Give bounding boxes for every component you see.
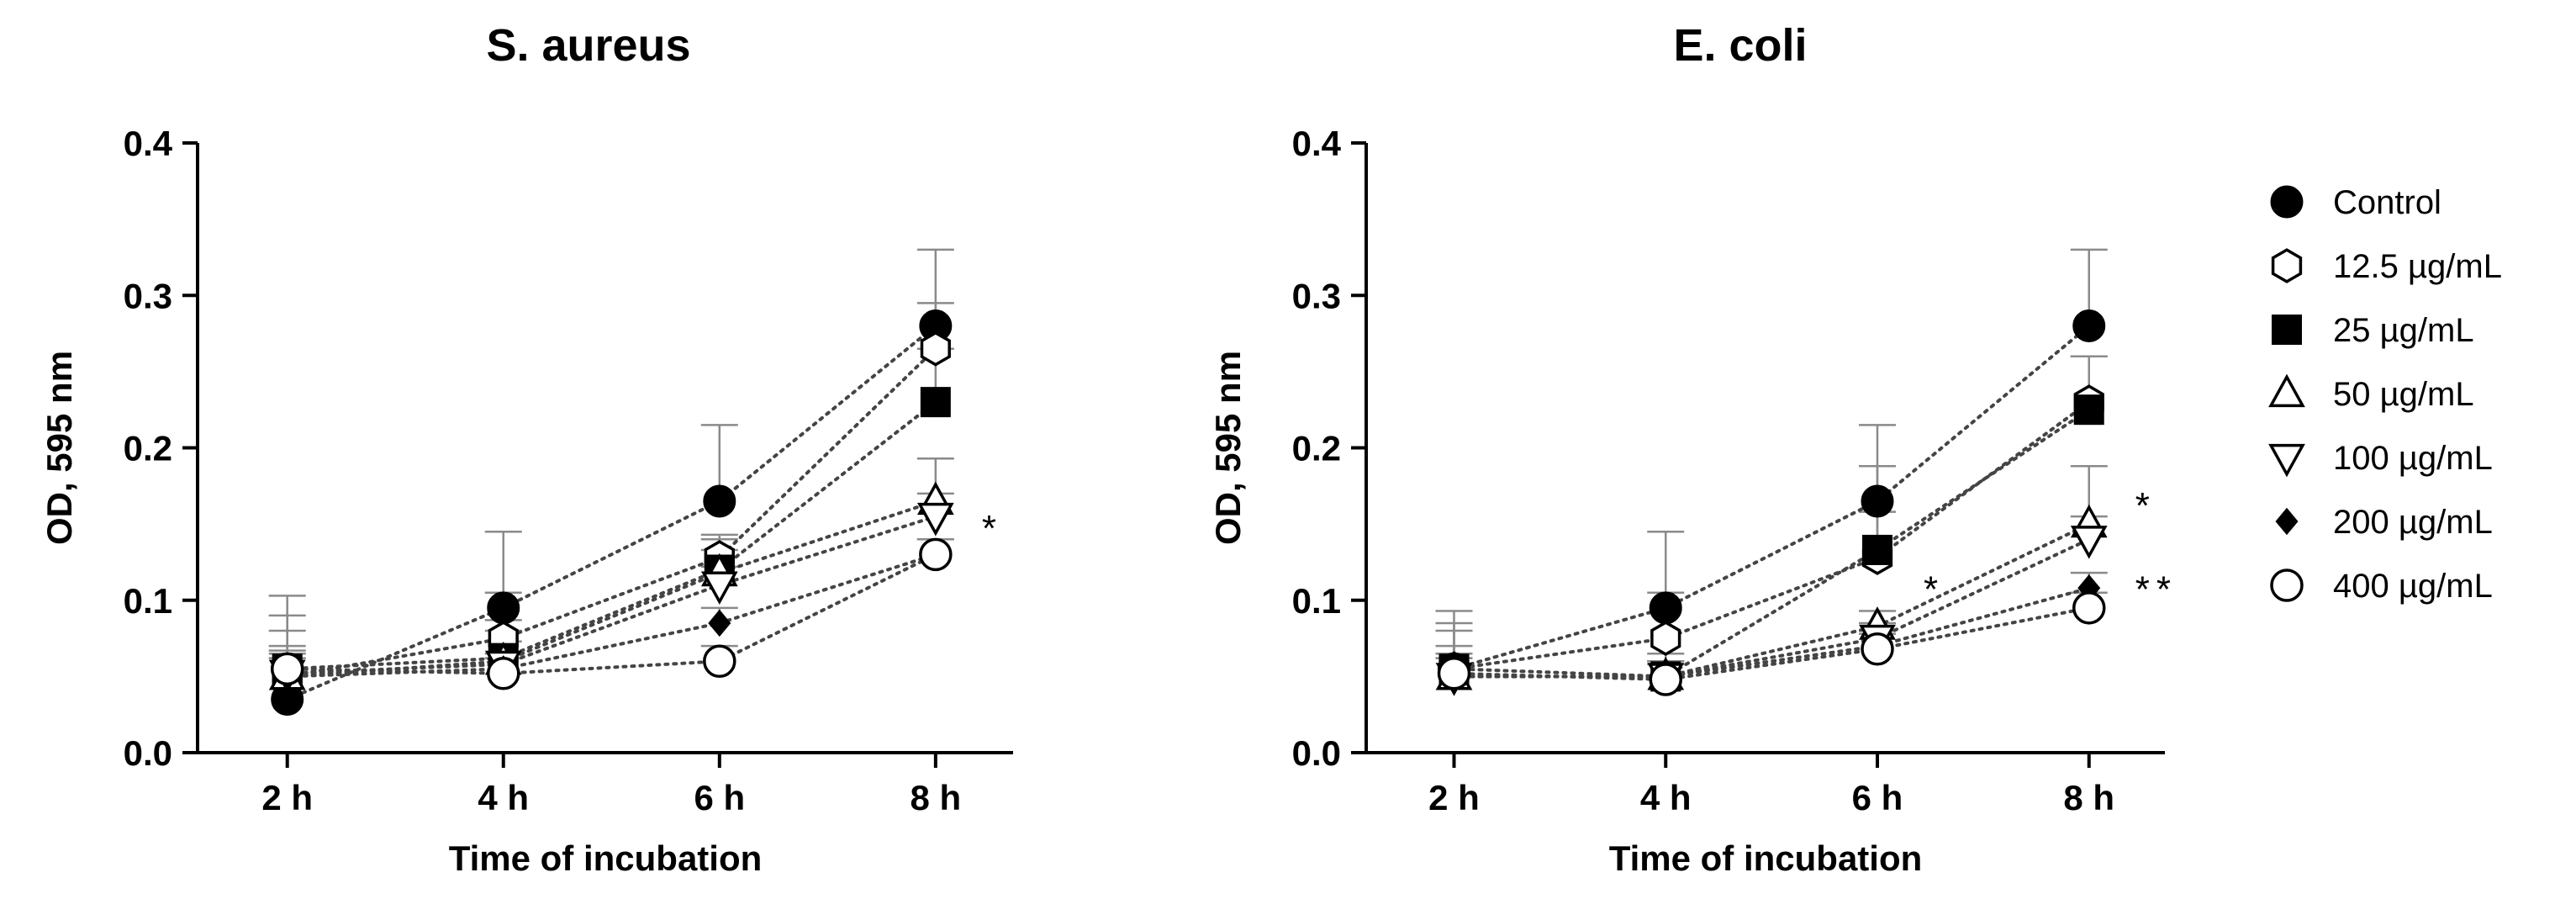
legend-label-12-5-ug-ml: 12.5 µg/mL	[2333, 248, 2502, 285]
y-tick-label: 0.3	[124, 276, 172, 315]
significance-marker: *	[1924, 569, 1938, 611]
point-100-ug-ml	[916, 502, 954, 537]
x-axis-label: Time of incubation	[1609, 838, 1923, 878]
y-tick-label: 0.0	[1292, 733, 1341, 773]
series-line-100-ug-ml	[1452, 537, 2091, 679]
legend-marker-100-ug-ml	[2268, 443, 2305, 478]
point-12-5-ug-ml	[1650, 621, 1681, 657]
x-tick-label: 4 h	[478, 778, 529, 817]
chart-title: E. coli	[1673, 20, 1807, 71]
legend-marker-50-ug-ml	[2268, 373, 2305, 408]
series-line-25-ug-ml	[285, 400, 937, 671]
legend-label-400-ug-ml: 400 µg/mL	[2333, 568, 2493, 605]
x-tick-label: 6 h	[1852, 778, 1903, 817]
point-control	[703, 484, 736, 518]
significance-marker: *	[982, 508, 996, 549]
series-line-400-ug-ml	[285, 553, 937, 675]
point-25-ug-ml	[2073, 394, 2104, 426]
legend-marker-400-ug-ml	[2270, 568, 2304, 602]
series-line-50-ug-ml	[1452, 522, 2091, 679]
series-line-200-ug-ml	[1452, 586, 2091, 679]
x-axis-label: Time of incubation	[449, 838, 763, 878]
legend-label-200-ug-ml: 200 µg/mL	[2333, 504, 2493, 541]
y-tick-label: 0.0	[124, 733, 172, 773]
chart-e-coli: E. coli 0.0 0.1 0.2 0.3 0.4 2 h 4 h 6 h 8 h Time o…	[1208, 20, 2177, 878]
y-tick-label: 0.4	[124, 124, 173, 163]
legend-marker-25-ug-ml	[2272, 315, 2302, 345]
point-25-ug-ml	[920, 387, 951, 418]
x-tick-label: 2 h	[1428, 778, 1480, 817]
point-400-ug-ml	[1437, 657, 1471, 690]
chart-title: S. aureus	[486, 20, 690, 71]
series-line-50-ug-ml	[285, 499, 937, 679]
series-line-25-ug-ml	[1452, 408, 2091, 679]
legend-marker-12-5-ug-ml	[2271, 248, 2303, 283]
point-400-ug-ml	[2072, 591, 2106, 625]
series-line-12-5-ug-ml	[285, 346, 937, 679]
y-tick-label: 0.2	[1292, 429, 1341, 468]
point-control	[1649, 591, 1682, 625]
point-control	[1861, 484, 1894, 518]
x-tick-label: 4 h	[1640, 778, 1692, 817]
point-400-ug-ml	[270, 652, 304, 686]
series-line-400-ug-ml	[1452, 606, 2091, 682]
point-100-ug-ml	[2070, 526, 2108, 559]
y-axis-label: OD, 595 nm	[1208, 351, 1248, 545]
legend-label-25-ug-ml: 25 µg/mL	[2333, 312, 2474, 349]
point-25-ug-ml	[1862, 534, 1892, 565]
point-400-ug-ml	[1861, 632, 1894, 666]
series-line-100-ug-ml	[285, 515, 937, 675]
significance-marker: *	[2135, 485, 2150, 526]
legend-marker-200-ug-ml	[2275, 507, 2299, 536]
point-control	[2072, 309, 2106, 342]
series-line-control	[1452, 324, 2091, 671]
x-tick-label: 8 h	[2063, 778, 2114, 817]
x-tick-label: 6 h	[694, 778, 745, 817]
y-tick-label: 0.4	[1292, 124, 1342, 163]
point-200-ug-ml	[708, 609, 731, 637]
legend-label-50-ug-ml: 50 µg/mL	[2333, 376, 2474, 413]
y-tick-label: 0.1	[124, 581, 172, 621]
point-12-5-ug-ml	[920, 331, 951, 367]
chart-s-aureus: S. aureus 0.0 0.1 0.2 0.3 0.4 2 h 4 h 6 h 8 h Time…	[40, 20, 1013, 878]
legend-label-100-ug-ml: 100 µg/mL	[2333, 440, 2493, 477]
point-400-ug-ml	[487, 657, 520, 690]
point-400-ug-ml	[919, 537, 953, 572]
point-400-ug-ml	[1649, 663, 1682, 696]
legend-marker-control	[2270, 185, 2304, 219]
y-tick-label: 0.2	[124, 429, 172, 468]
series-line-200-ug-ml	[285, 553, 937, 679]
point-400-ug-ml	[703, 644, 736, 678]
y-axis-label: OD, 595 nm	[40, 351, 79, 545]
series-line-12-5-ug-ml	[1452, 400, 2091, 671]
y-tick-label: 0.1	[1292, 581, 1341, 621]
point-100-ug-ml	[700, 571, 738, 606]
series-line-control	[285, 324, 937, 701]
legend-label-control: Control	[2333, 184, 2441, 221]
x-tick-label: 8 h	[911, 778, 962, 817]
x-tick-label: 2 h	[261, 778, 313, 817]
point-control	[487, 591, 520, 625]
legend: Control 12.5 µg/mL 25 µg/mL 50 µg/mL 100 µg/…	[2268, 184, 2502, 605]
significance-marker: **	[2135, 569, 2177, 611]
y-tick-label: 0.3	[1292, 276, 1341, 315]
